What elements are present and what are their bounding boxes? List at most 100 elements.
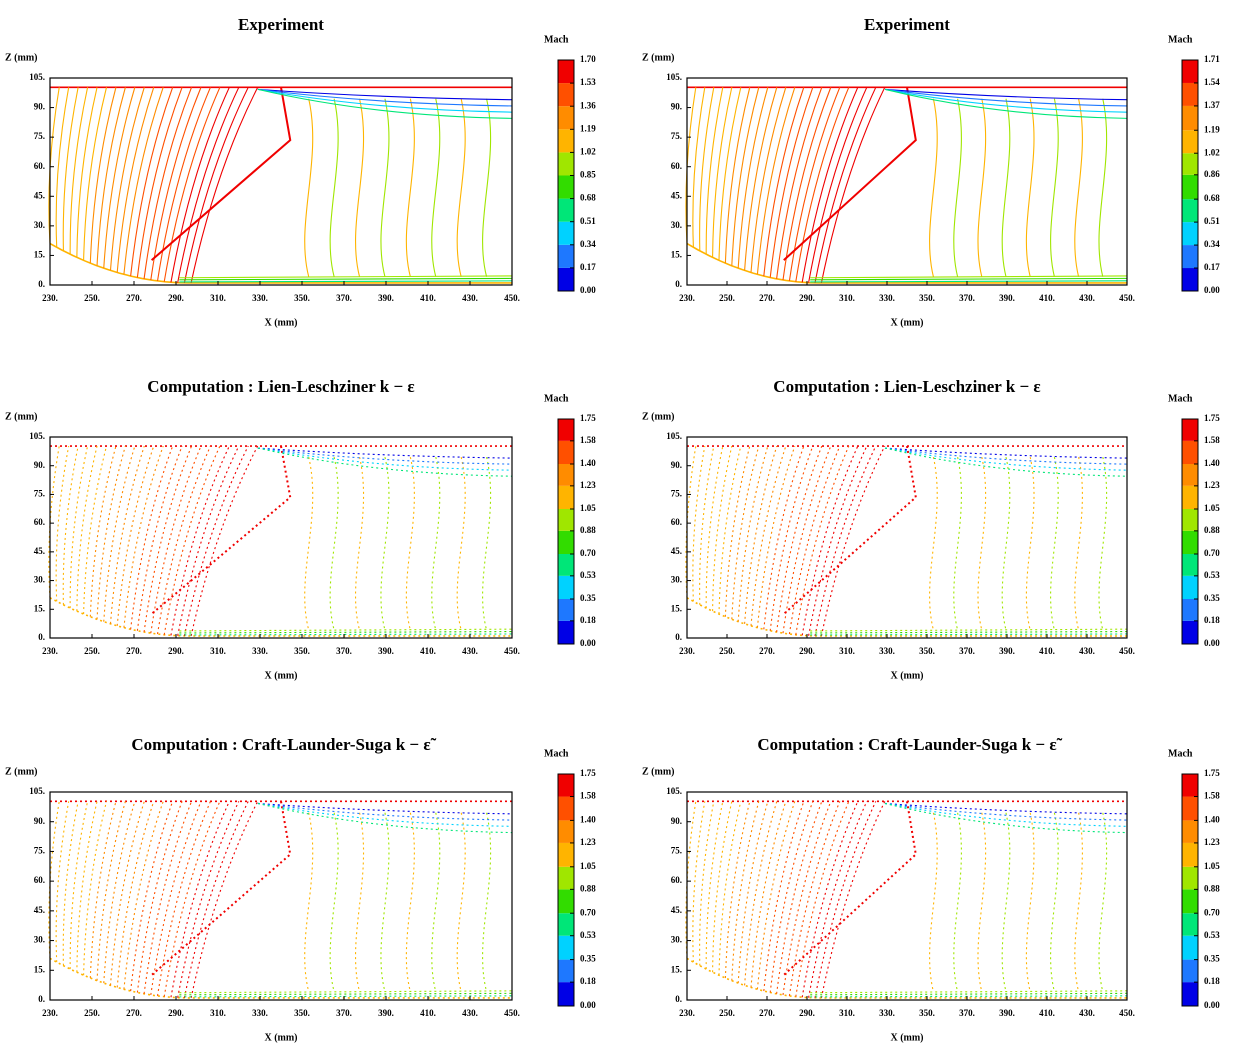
colorbar-tick-label: 0.35 <box>1204 954 1220 964</box>
colorbar-tick-label: 1.54 <box>1204 77 1220 87</box>
contour-line <box>257 88 513 101</box>
colorbar-band <box>558 440 574 464</box>
contour-line <box>810 631 1128 634</box>
colorbar-band <box>558 129 574 153</box>
contour-line <box>354 812 365 992</box>
y-tick-label: 60. <box>34 517 45 527</box>
colorbar-tick-label: 1.71 <box>1204 54 1220 64</box>
x-tick-label: 430. <box>462 646 478 656</box>
contour-line <box>150 801 202 996</box>
contour-line <box>744 87 778 271</box>
x-axis-label: X (mm) <box>890 1032 923 1043</box>
contour-line <box>257 447 513 477</box>
x-tick-label: 370. <box>336 646 352 656</box>
contour-line <box>103 87 136 269</box>
y-tick-label: 30. <box>34 935 45 945</box>
x-tick-label: 290. <box>168 293 184 303</box>
contour-line <box>692 801 706 963</box>
contour-line <box>810 277 1128 281</box>
y-tick-label: 75. <box>671 488 682 498</box>
x-tick-label: 330. <box>252 1008 268 1018</box>
contour-line <box>776 445 823 633</box>
contour-line <box>718 445 742 615</box>
contour-line <box>136 445 183 631</box>
y-tick-label: 0. <box>38 279 45 289</box>
contour-line <box>170 445 230 636</box>
x-tick-label: 430. <box>1079 1008 1095 1018</box>
x-tick-label: 290. <box>799 293 815 303</box>
colorbar-tick-label: 1.58 <box>580 791 596 801</box>
contour-line <box>750 445 787 626</box>
contour-line <box>1025 812 1035 992</box>
colorbar-tick-label: 0.00 <box>580 1000 596 1010</box>
contour-line <box>89 87 117 264</box>
contour-line <box>712 87 733 258</box>
colorbar-tick-label: 0.34 <box>1204 239 1220 249</box>
contour-line <box>788 445 841 635</box>
colorbar-tick-label: 0.51 <box>1204 216 1220 226</box>
contour-line <box>756 801 796 990</box>
colorbar-band <box>558 842 574 867</box>
contour-line <box>380 812 390 992</box>
colorbar-frame <box>1181 59 1199 292</box>
contour-line <box>329 98 339 277</box>
contour-line <box>257 447 513 465</box>
x-tick-label: 290. <box>168 646 184 656</box>
contour-line <box>257 802 513 827</box>
colorbar-tick-label: 0.88 <box>1204 883 1220 893</box>
colorbar-label: Mach <box>1168 34 1193 45</box>
contour-line <box>808 445 868 636</box>
contour-line <box>801 445 859 636</box>
contour-line <box>1074 98 1083 277</box>
title: Computation : Craft-Launder-Suga k − ε̃ <box>131 735 436 754</box>
contour-line <box>329 812 339 992</box>
x-tick-label: 390. <box>378 293 394 303</box>
contour-line <box>257 88 513 107</box>
colorbar-band <box>558 935 574 960</box>
contour-line <box>130 801 174 992</box>
colorbar-tick-label: 0.85 <box>580 170 596 180</box>
contour-line <box>109 801 145 986</box>
contour-line <box>810 633 1128 636</box>
contour-line <box>977 456 987 631</box>
contour-line <box>1001 456 1011 631</box>
contour-line <box>1098 456 1108 631</box>
contour-line <box>718 87 742 261</box>
y-axis-label: Z (mm) <box>642 52 675 63</box>
contour-line <box>329 456 339 631</box>
x-axis-label: X (mm) <box>890 317 923 328</box>
colorbar-tick-label: 0.17 <box>1204 262 1220 272</box>
y-tick-label: 60. <box>671 517 682 527</box>
colorbar-tick-label: 1.70 <box>580 54 596 64</box>
contour-line <box>156 87 211 282</box>
x-tick-label: 250. <box>719 293 735 303</box>
colorbar-frame <box>557 773 575 1007</box>
contour-line <box>712 801 733 973</box>
contour-line <box>795 87 850 282</box>
colorbar-band <box>558 221 574 245</box>
contour-line <box>62 87 79 251</box>
contour-line <box>380 98 390 277</box>
contour-line <box>179 275 513 279</box>
colorbar-label: Mach <box>544 393 569 404</box>
x-tick-label: 410. <box>1039 646 1055 656</box>
contour-line <box>179 990 513 994</box>
colorbar-band <box>1182 60 1198 83</box>
colorbar-tick-label: 0.70 <box>1204 548 1220 558</box>
x-tick-label: 230. <box>679 646 695 656</box>
colorbar-band <box>1182 174 1198 200</box>
contour-line <box>431 456 441 631</box>
contour-line <box>179 995 513 998</box>
colorbar-tick-label: 0.35 <box>580 954 596 964</box>
colorbar-band <box>558 106 574 130</box>
contour-line <box>783 87 917 261</box>
contour-line <box>482 456 492 631</box>
contour-line <box>136 801 183 993</box>
contour-line <box>884 88 1128 113</box>
contour-line <box>814 87 877 283</box>
contour-line <box>62 801 79 966</box>
y-tick-label: 30. <box>671 575 682 585</box>
colorbar-tick-label: 1.58 <box>1204 435 1220 445</box>
contour-line <box>62 445 79 605</box>
colorbar-tick-label: 0.00 <box>1204 638 1220 648</box>
